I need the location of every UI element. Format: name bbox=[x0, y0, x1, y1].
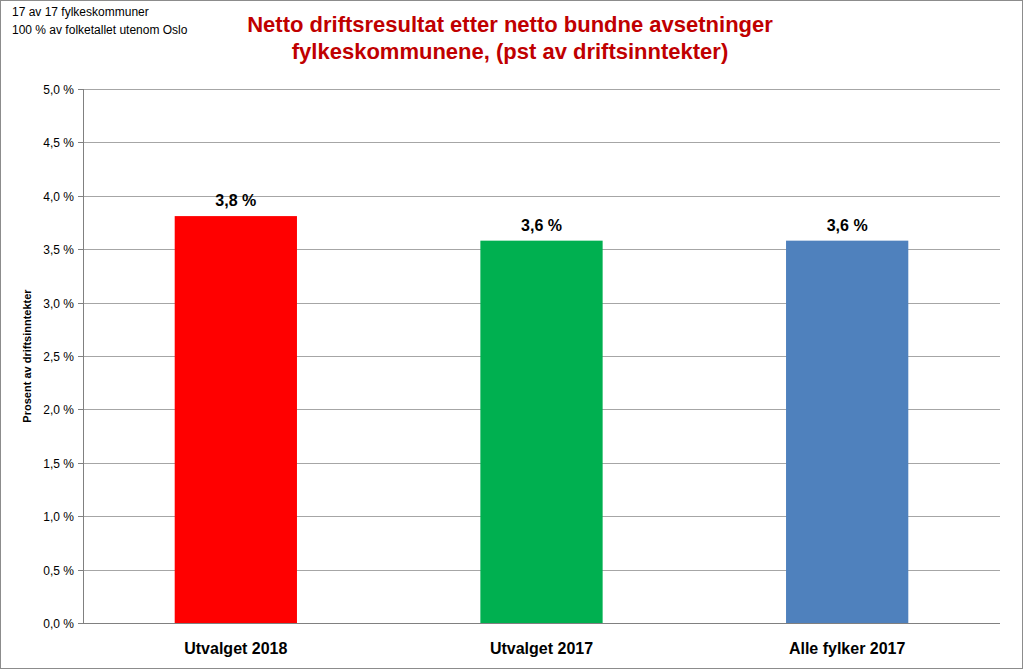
y-tick-label: 0,5 % bbox=[43, 564, 74, 578]
grid-line bbox=[83, 89, 1000, 90]
title: Netto driftsresultat etter netto bundne … bbox=[247, 12, 773, 64]
chart-border bbox=[1, 1, 1023, 669]
tick-mark bbox=[78, 303, 83, 304]
data-label: 3,8 % bbox=[215, 192, 256, 209]
x-axis bbox=[83, 623, 1000, 624]
y-tick-label: 0,0 % bbox=[43, 617, 74, 631]
y-tick-label: 1,5 % bbox=[43, 457, 74, 471]
bar bbox=[786, 241, 908, 623]
bar bbox=[175, 216, 297, 623]
grid-line bbox=[83, 142, 1000, 143]
tick-mark bbox=[78, 142, 83, 143]
y-tick-label: 3,5 % bbox=[43, 243, 74, 257]
tick-mark bbox=[78, 89, 83, 90]
grid-line bbox=[83, 623, 1000, 624]
y-tick-label: 5,0 % bbox=[43, 83, 74, 97]
y-axis bbox=[83, 89, 84, 623]
y-tick-label: 2,0 % bbox=[43, 403, 74, 417]
bar bbox=[480, 241, 602, 623]
y-tick-label: 4,5 % bbox=[43, 136, 74, 150]
y-tick-label: 3,0 % bbox=[43, 297, 74, 311]
tick-mark bbox=[78, 623, 83, 624]
y-axis-label: Prosent av driftsinntekter bbox=[21, 289, 33, 423]
tick-mark bbox=[78, 570, 83, 571]
x-tick-label: Utvalget 2018 bbox=[184, 640, 287, 657]
tick-mark bbox=[78, 409, 83, 410]
tick-mark bbox=[78, 356, 83, 357]
annotation: 100 % av folketallet utenom Oslo bbox=[12, 23, 188, 37]
annotation: 17 av 17 fylkeskommuner bbox=[12, 5, 149, 19]
tick-mark bbox=[78, 516, 83, 517]
y-tick-label: 4,0 % bbox=[43, 190, 74, 204]
bars bbox=[175, 216, 909, 623]
x-tick-label: Alle fylker 2017 bbox=[789, 640, 906, 657]
tick-mark bbox=[78, 249, 83, 250]
x-tick-label: Utvalget 2017 bbox=[490, 640, 593, 657]
tick-mark bbox=[78, 463, 83, 464]
title-line: Netto driftsresultat etter netto bundne … bbox=[247, 12, 773, 37]
chart: 17 av 17 fylkeskommuner 100 % av folketal… bbox=[0, 0, 1023, 669]
title-line: fylkeskommunene, (pst av driftsinntekter… bbox=[292, 39, 728, 64]
tick-mark bbox=[78, 196, 83, 197]
data-label: 3,6 % bbox=[521, 217, 562, 234]
y-tick-label: 2,5 % bbox=[43, 350, 74, 364]
y-tick-label: 1,0 % bbox=[43, 510, 74, 524]
data-label: 3,6 % bbox=[827, 217, 868, 234]
page: {"chart_data": { "type": "bar", "title":… bbox=[0, 0, 1023, 669]
